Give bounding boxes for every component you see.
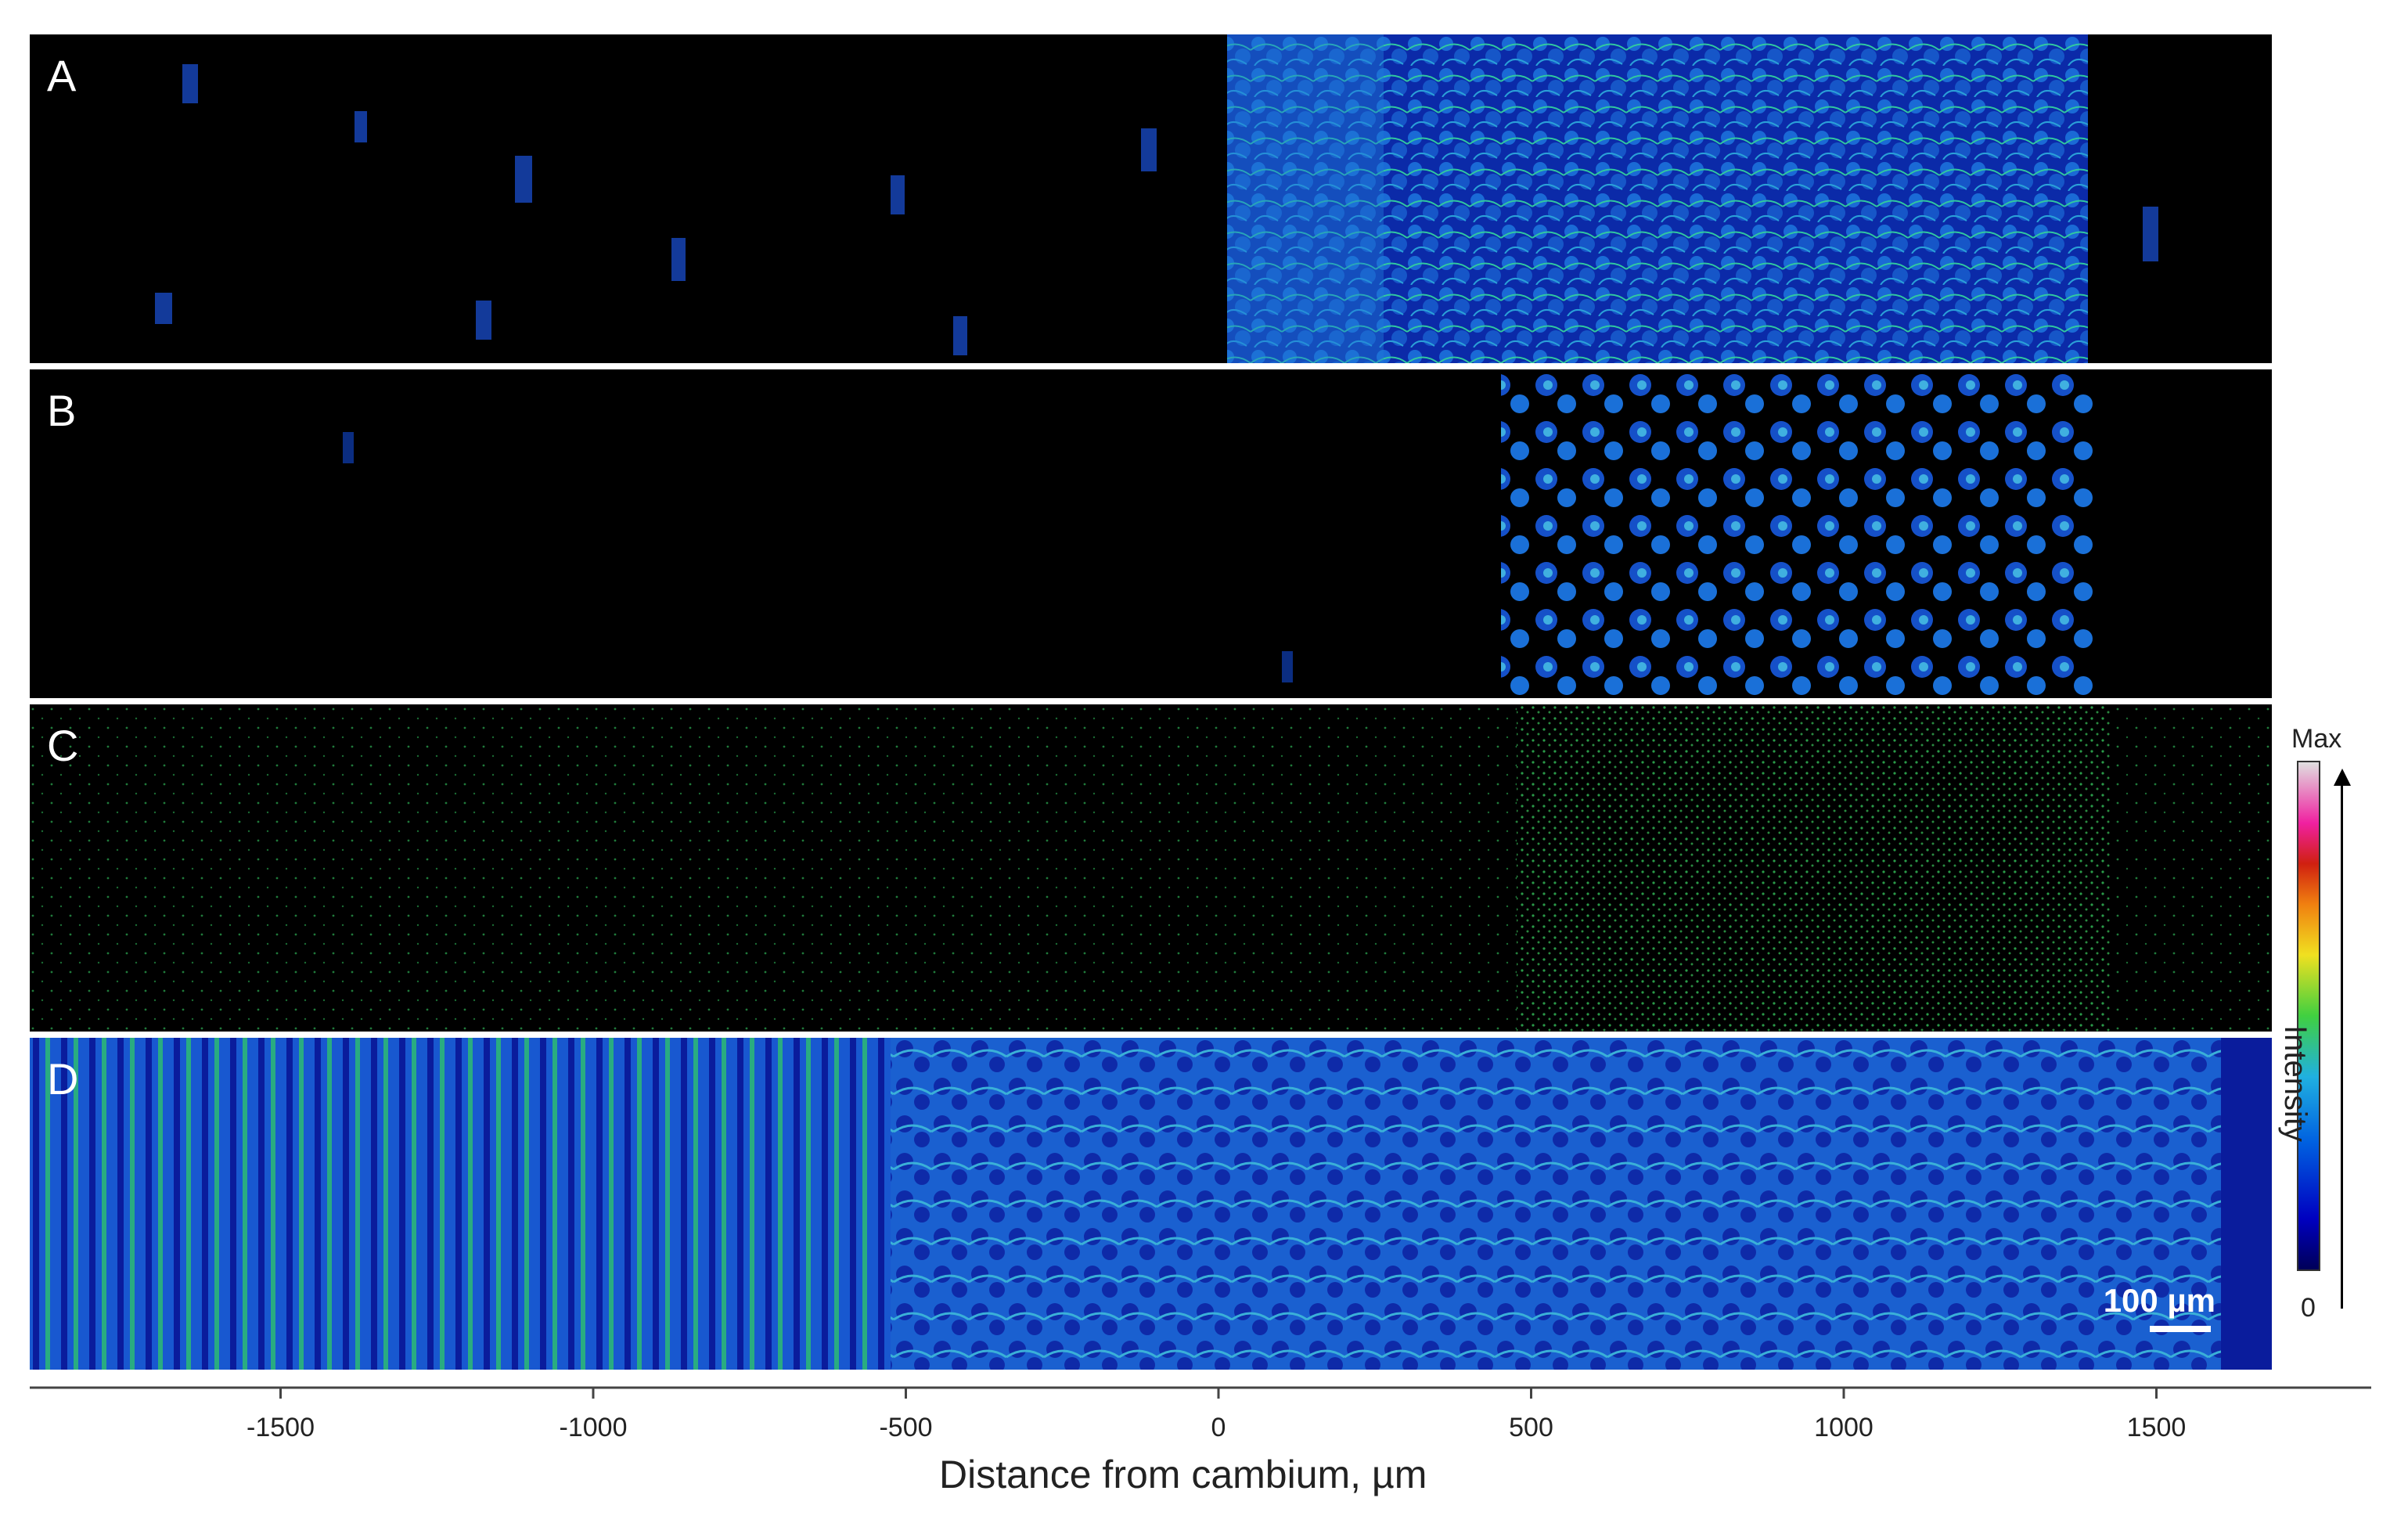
panel-b-map [343, 369, 2096, 698]
axis-tick-label: -1000 [560, 1413, 628, 1442]
axis-tick-label: 500 [1509, 1413, 1553, 1442]
scale-bar [2150, 1326, 2211, 1332]
panel-d-image: D 100 µm [30, 1038, 2272, 1370]
panel-d-label: D [47, 1054, 79, 1104]
panel-b-label: B [47, 386, 77, 435]
colorbar [2297, 761, 2320, 1271]
axis-tick-label: -1500 [247, 1413, 315, 1442]
colorbar-title: Intensity [2278, 1025, 2313, 1142]
intensity-arrow [2341, 783, 2343, 1309]
panel-c-map [30, 704, 2272, 1032]
panel-d-map [30, 1038, 2272, 1370]
panel-a-image: A [30, 34, 2272, 363]
scale-bar-label: 100 µm [2103, 1282, 2215, 1319]
intensity-arrowhead-icon [2334, 769, 2351, 786]
axis-tick-label: 1000 [1814, 1413, 1873, 1442]
panel-a-map [155, 34, 2158, 363]
axis-title: Distance from cambium, µm [939, 1453, 1427, 1496]
axis-tick-label: -500 [879, 1413, 932, 1442]
panel-c-label: C [47, 721, 79, 770]
panel-c-image: C [30, 704, 2272, 1032]
colorbar-min-label: 0 [2301, 1293, 2316, 1323]
colorbar-max-label: Max [2291, 724, 2342, 754]
panel-b-image: B [30, 369, 2272, 698]
axis-ticks: -1500 -1000 -500 0 500 1000 1500 [247, 1388, 2186, 1442]
axis-tick-label: 0 [1211, 1413, 1226, 1442]
axis-tick-label: 1500 [2127, 1413, 2187, 1442]
panel-a-label: A [47, 51, 77, 100]
